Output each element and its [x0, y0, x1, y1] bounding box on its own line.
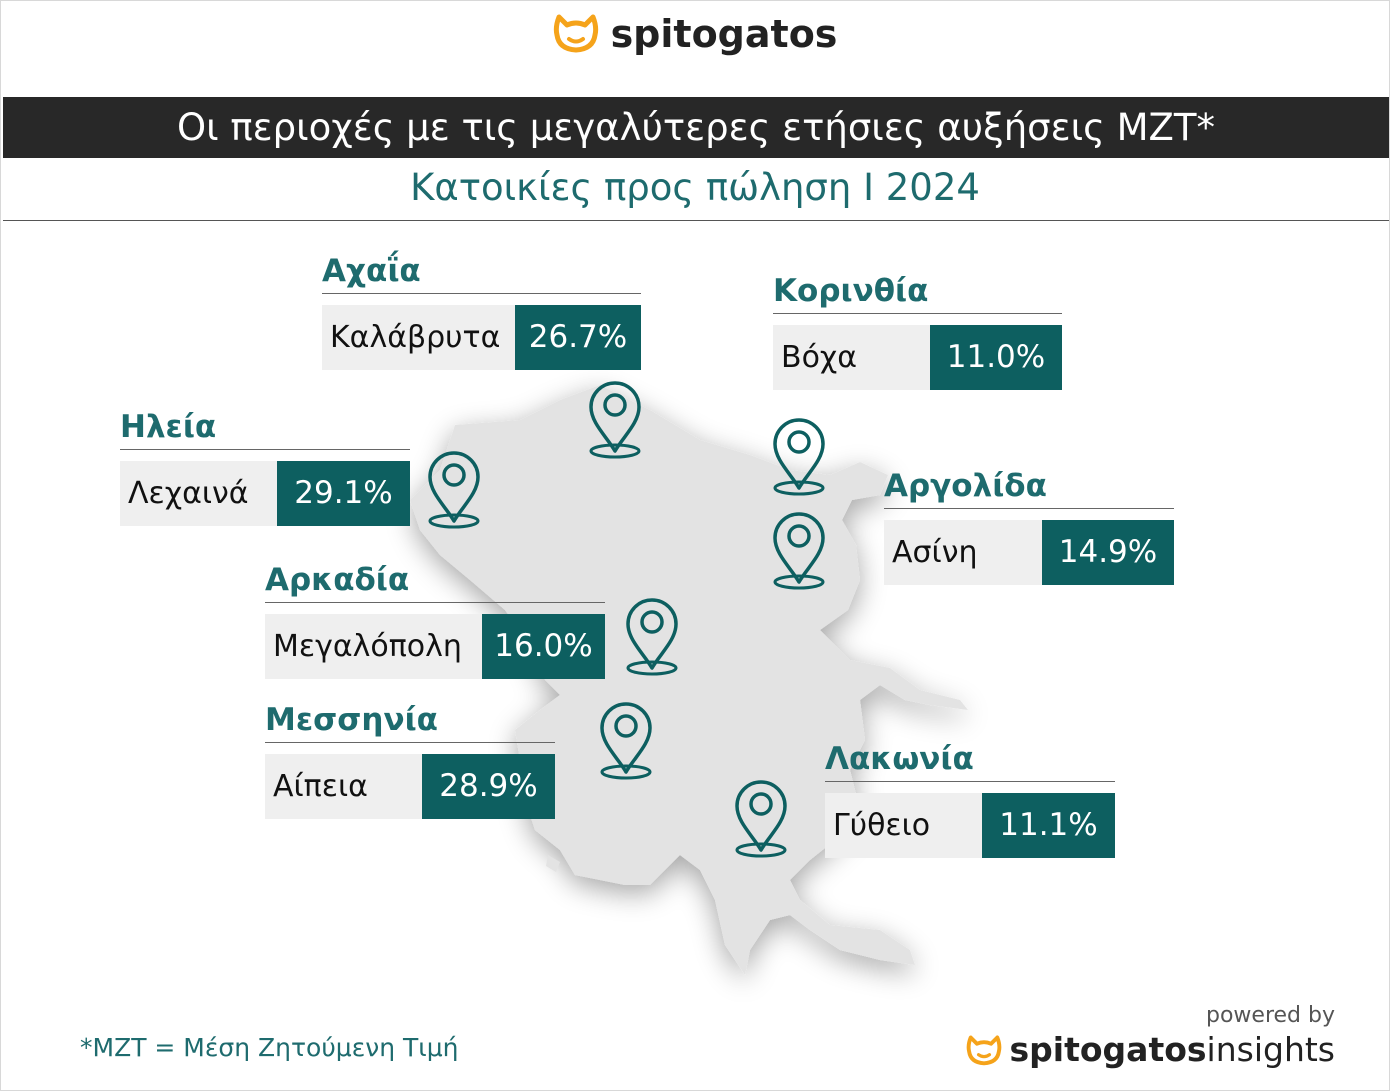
- region-underline: [265, 742, 555, 743]
- region-underline: [322, 293, 641, 294]
- region-card: Μεσσηνία Αίπεια 28.9%: [265, 702, 555, 820]
- region-underline: [773, 313, 1062, 314]
- town-name: Βόχα: [773, 325, 930, 390]
- brand-logo: spitogatos: [0, 12, 1390, 62]
- region-card: Κορινθία Βόχα 11.0%: [773, 273, 1062, 391]
- powered-by-label: powered by: [1206, 1003, 1335, 1028]
- page-title: Οι περιοχές με τις μεγαλύτερες ετήσιες α…: [3, 97, 1389, 158]
- map-pin-icon: [735, 780, 787, 858]
- town-name: Ασίνη: [884, 520, 1042, 585]
- region-name: Κορινθία: [773, 273, 929, 309]
- cat-logo-icon: [966, 1034, 1002, 1074]
- footer-brand-bold: spitogatos: [1009, 1030, 1207, 1069]
- peloponnese-islet: [546, 855, 560, 872]
- map-pin-icon: [428, 451, 480, 529]
- town-name: Καλάβρυτα: [322, 305, 515, 370]
- region-card: Αρκαδία Μεγαλόπολη 16.0%: [265, 562, 605, 680]
- map-pin-icon: [600, 702, 652, 780]
- region-name: Λακωνία: [825, 741, 974, 777]
- increase-value: 11.1%: [982, 793, 1115, 858]
- region-name: Ηλεία: [120, 409, 217, 445]
- map-pin-icon: [626, 598, 678, 676]
- region-underline: [884, 508, 1174, 509]
- increase-value: 16.0%: [482, 614, 605, 679]
- town-name: Γύθειο: [825, 793, 982, 858]
- region-name: Αργολίδα: [884, 468, 1047, 504]
- increase-value: 28.9%: [422, 754, 555, 819]
- increase-value: 29.1%: [277, 461, 410, 526]
- increase-value: 14.9%: [1042, 520, 1174, 585]
- town-name: Μεγαλόπολη: [265, 614, 482, 679]
- region-name: Αχαΐα: [322, 253, 421, 289]
- divider: [3, 220, 1389, 221]
- footnote: *ΜΖΤ = Μέση Ζητούμενη Τιμή: [80, 1033, 459, 1062]
- region-card: Αργολίδα Ασίνη 14.9%: [884, 468, 1174, 586]
- town-name: Λεχαινά: [120, 461, 277, 526]
- cat-logo-icon: [553, 13, 599, 62]
- region-underline: [825, 781, 1115, 782]
- region-name: Αρκαδία: [265, 562, 410, 598]
- region-card: Αχαΐα Καλάβρυτα 26.7%: [322, 253, 641, 371]
- page-subtitle: Κατοικίες προς πώληση Ι 2024: [410, 166, 980, 209]
- increase-value: 26.7%: [515, 305, 641, 370]
- town-name: Αίπεια: [265, 754, 422, 819]
- map-pin-icon: [589, 381, 641, 459]
- brand-name: spitogatos: [610, 12, 838, 56]
- region-card: Λακωνία Γύθειο 11.1%: [825, 741, 1115, 859]
- map-pin-icon: [773, 512, 825, 590]
- increase-value: 11.0%: [930, 325, 1062, 390]
- footer-logo: spitogatosinsights: [966, 1030, 1335, 1074]
- map-pin-icon: [773, 418, 825, 496]
- region-underline: [120, 449, 410, 450]
- footer-brand-light: insights: [1206, 1030, 1335, 1069]
- region-name: Μεσσηνία: [265, 702, 438, 738]
- region-underline: [265, 602, 605, 603]
- region-card: Ηλεία Λεχαινά 29.1%: [120, 409, 410, 527]
